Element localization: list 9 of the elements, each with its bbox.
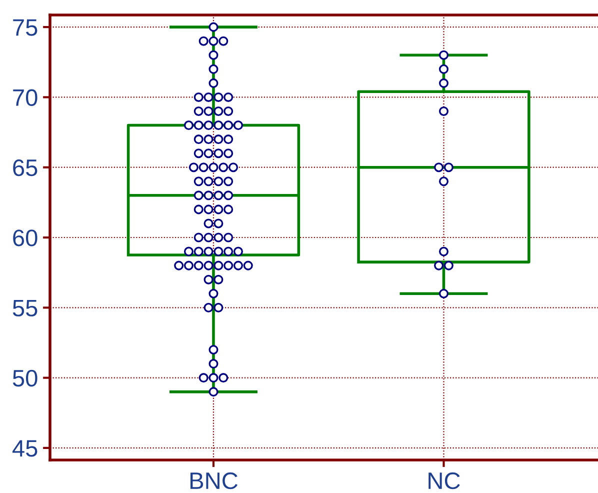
y-tick-label: 70: [13, 89, 38, 106]
y-tick-label: 45: [12, 440, 38, 457]
y-tick-label: 50: [12, 370, 38, 387]
y-tick-label: 60: [13, 230, 38, 246]
y-tick-label: 55: [12, 300, 38, 316]
x-tick-label: BNC: [190, 472, 238, 490]
y-tick-label: 75: [13, 19, 38, 36]
x-tick-label: NC: [428, 472, 460, 490]
y-tick-label: 65: [13, 159, 38, 176]
